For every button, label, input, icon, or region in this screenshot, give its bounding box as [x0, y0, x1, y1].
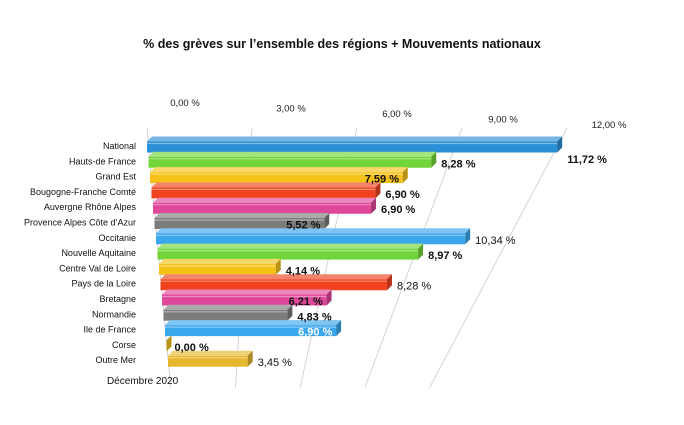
category-label-occitanie: Occitanie: [98, 233, 136, 243]
bar-provence-alpes-cote-d-azur: [154, 213, 330, 229]
bar-centre-val-de-loire: [159, 258, 281, 275]
bar-pays-de-la-loire: [160, 274, 392, 291]
x-tick-label: 9,00 %: [488, 115, 518, 126]
category-label-normandie: Normandie: [92, 309, 136, 319]
grid-line: [429, 127, 568, 388]
category-label-hauts-de-france: Hauts-de France: [69, 156, 136, 166]
category-labels: National Hauts-de France Grand Est Bougogne…: [24, 141, 137, 365]
bar-bougogne-franche-comte: [151, 182, 381, 199]
chart-annotation: Décembre 2020: [107, 376, 179, 387]
bar-grand-est: [150, 167, 408, 184]
data-label-corse: 0,00 %: [175, 342, 209, 354]
bars: [147, 136, 563, 367]
bar-national: [147, 136, 563, 153]
data-label-ile-de-france: 6,90 %: [298, 327, 332, 339]
data-label-centre-val-de-loire: 4,14 %: [286, 265, 320, 277]
x-tick-label: 3,00 %: [276, 104, 306, 115]
category-label-bougogne-franche-comte: Bougogne-Franche Comté: [30, 187, 136, 197]
data-label-provence-alpes-cote-d-azur: 5,52 %: [286, 220, 320, 232]
x-tick-label: 12,00 %: [592, 120, 627, 131]
category-label-centre-val-de-loire: Centre Val de Loire: [59, 263, 136, 273]
data-label-normandie: 4,83 %: [297, 311, 331, 323]
category-label-corse: Corse: [112, 340, 136, 350]
data-label-hauts-de-france: 8,28 %: [441, 158, 475, 170]
bar-outre-mer: [168, 350, 253, 367]
bar-normandie: [163, 304, 293, 321]
category-label-outre-mer: Outre Mer: [95, 355, 136, 365]
data-label-nouvelle-aquitaine: 8,97 %: [428, 250, 462, 262]
chart-title: % des grèves sur l’ensemble des régions …: [143, 37, 541, 51]
data-label-bretagne: 6,21 %: [289, 296, 323, 308]
data-label-pays-de-la-loire: 8,28 %: [397, 281, 431, 293]
category-label-ile-de-france: Ile de France: [83, 325, 136, 335]
category-label-provence-alpes-cote-d-azur: Provence Alpes Côte d’Azur: [24, 218, 136, 228]
bar-auvergne-rhone-alpes: [153, 197, 377, 214]
category-label-pays-de-la-loire: Pays de la Loire: [71, 279, 136, 289]
data-label-national: 11,72 %: [567, 154, 607, 166]
bar-occitanie: [156, 228, 471, 245]
data-label-bougogne-franche-comte: 6,90 %: [385, 189, 419, 201]
category-label-auvergne-rhone-alpes: Auvergne Rhône Alpes: [44, 202, 137, 212]
x-axis-ticks: 0,00 % 3,00 % 6,00 % 9,00 % 12,00 %: [170, 98, 627, 131]
category-label-grand-est: Grand Est: [95, 172, 136, 182]
x-tick-label: 6,00 %: [382, 109, 412, 120]
bar-hauts-de-france: [148, 151, 437, 168]
bar-corse: [166, 335, 172, 352]
data-label-grand-est: 7,59 %: [365, 174, 399, 186]
bar-nouvelle-aquitaine: [157, 243, 424, 260]
x-tick-label: 0,00 %: [170, 98, 200, 109]
category-label-nouvelle-aquitaine: Nouvelle Aquitaine: [61, 248, 136, 258]
bar-ile-de-france: [165, 320, 342, 337]
category-label-national: National: [103, 141, 136, 151]
bar-bretagne: [162, 289, 332, 306]
data-label-outre-mer: 3,45 %: [258, 357, 292, 369]
category-label-bretagne: Bretagne: [99, 294, 136, 304]
data-label-occitanie: 10,34 %: [475, 235, 516, 247]
data-label-auvergne-rhone-alpes: 6,90 %: [381, 204, 415, 216]
data-labels: 11,72 % 8,28 % 7,59 % 6,90 % 6,90 % 5,52 % 10,…: [175, 154, 608, 369]
